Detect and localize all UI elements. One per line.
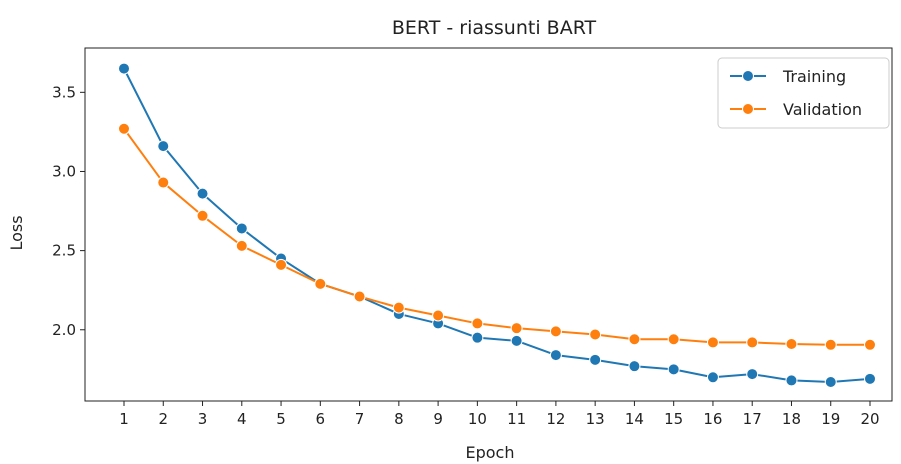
legend-training-marker [742, 70, 754, 82]
plot-area [118, 62, 876, 388]
validation-point [549, 325, 562, 338]
y-tick-label: 2.0 [52, 321, 76, 339]
training-point [785, 374, 798, 387]
training-point [549, 349, 562, 362]
x-tick-label: 13 [586, 410, 605, 428]
validation-point [864, 338, 876, 351]
validation-point [118, 122, 130, 135]
training-point [196, 187, 209, 200]
y-tick-label: 3.5 [52, 83, 76, 101]
x-tick-label: 10 [468, 410, 487, 428]
x-tick-label: 20 [860, 410, 879, 428]
x-axis-label: Epoch [466, 443, 515, 462]
training-point [510, 334, 523, 347]
x-tick-label: 7 [355, 410, 365, 428]
validation-point [275, 258, 288, 271]
validation-point [667, 333, 680, 346]
chart-title: BERT - riassunti BART [392, 17, 597, 39]
validation-series-line [123, 127, 871, 346]
validation-point [432, 309, 445, 322]
y-tick-label: 3.0 [52, 162, 76, 180]
training-point [667, 363, 680, 376]
validation-point [314, 277, 327, 290]
x-tick-label: 11 [507, 410, 526, 428]
x-tick-label: 1 [119, 410, 129, 428]
legend-validation-label: Validation [783, 100, 862, 119]
x-tick-label: 2 [158, 410, 168, 428]
validation-point [706, 336, 719, 349]
y-axis-label: Loss [7, 215, 26, 250]
legend-validation-marker [742, 103, 754, 115]
validation-point [824, 338, 837, 351]
validation-point [785, 338, 798, 351]
validation-point [471, 317, 484, 330]
x-tick-label: 14 [625, 410, 644, 428]
plot-frame [84, 47, 893, 402]
training-point [864, 372, 876, 385]
validation-point [392, 301, 405, 314]
training-point [235, 222, 248, 235]
x-tick-label: 5 [276, 410, 286, 428]
validation-point [746, 336, 759, 349]
legend: Training Validation [717, 57, 890, 129]
x-tick-label: 12 [546, 410, 565, 428]
training-point [824, 376, 837, 388]
validation-point [235, 239, 248, 252]
validation-point [510, 322, 523, 335]
training-point [471, 331, 484, 344]
x-tick-label: 8 [394, 410, 404, 428]
validation-point [353, 290, 366, 303]
validation-point [196, 209, 209, 222]
x-tick-label: 3 [198, 410, 208, 428]
x-tick-label: 6 [316, 410, 326, 428]
y-tick-label: 2.5 [52, 242, 76, 260]
validation-point [157, 176, 170, 189]
training-point [628, 360, 641, 373]
validation-point [628, 333, 641, 346]
training-point [118, 62, 130, 75]
x-tick-label: 4 [237, 410, 247, 428]
training-series-line [123, 67, 871, 383]
legend-training-label: Training [782, 67, 846, 86]
x-tick-label: 16 [703, 410, 722, 428]
training-point [589, 353, 602, 366]
x-tick-label: 9 [433, 410, 443, 428]
training-point [157, 140, 170, 153]
x-tick-label: 19 [821, 410, 840, 428]
x-tick-label: 17 [743, 410, 762, 428]
training-point [746, 368, 759, 381]
x-tick-label: 15 [664, 410, 683, 428]
x-tick-label: 18 [782, 410, 801, 428]
validation-point [589, 328, 602, 341]
training-point [706, 371, 719, 384]
